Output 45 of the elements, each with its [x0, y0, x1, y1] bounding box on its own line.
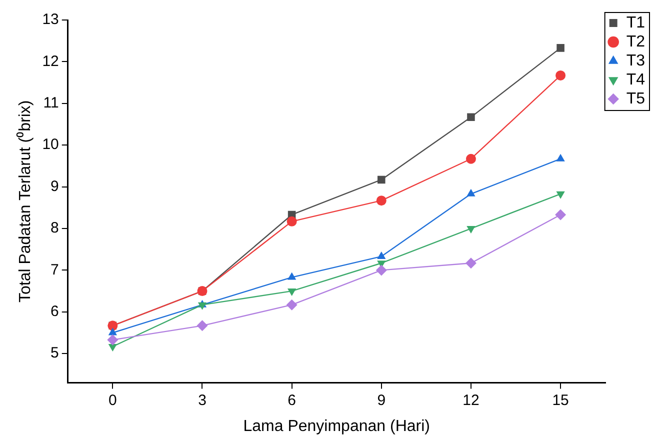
y-tick-label: 10 — [42, 136, 59, 154]
point — [467, 113, 475, 122]
x-tick-label: 9 — [377, 392, 386, 409]
x-axis-title: Lama Penyimpanan (Hari) — [243, 418, 430, 435]
point — [556, 191, 565, 199]
point — [555, 209, 566, 220]
point — [376, 264, 387, 276]
legend-label: T3 — [626, 52, 646, 70]
point — [196, 320, 208, 332]
point — [108, 344, 117, 352]
point — [287, 288, 296, 296]
legend-label: T4 — [626, 71, 646, 88]
y-tick-label: 7 — [50, 261, 59, 278]
point — [466, 226, 476, 234]
legend-label: T2 — [626, 33, 646, 50]
x-tick-label: 0 — [108, 392, 117, 409]
point — [376, 196, 386, 206]
y-tick-label: 9 — [50, 178, 59, 195]
point — [378, 176, 386, 184]
point — [466, 188, 476, 196]
point — [377, 251, 386, 259]
x-tick-label: 12 — [462, 392, 480, 409]
x-tick-label: 6 — [288, 392, 296, 409]
point — [287, 272, 296, 280]
y-axis-title: Total Padatan Terlarut (⁰brix) — [16, 100, 34, 303]
x-tick-label: 15 — [552, 392, 569, 409]
point — [107, 334, 118, 346]
point — [198, 302, 207, 310]
point — [556, 44, 564, 52]
y-tick-label: 12 — [42, 52, 59, 70]
legend-label: T5 — [626, 90, 646, 108]
legend-label: T1 — [626, 14, 646, 32]
y-tick-label: 6 — [50, 303, 59, 320]
point — [465, 258, 476, 269]
point — [108, 328, 117, 336]
point — [286, 216, 297, 226]
y-tick-label: 8 — [50, 220, 59, 237]
point — [556, 154, 565, 162]
point — [286, 299, 298, 310]
point — [556, 70, 566, 80]
y-tick-label: 11 — [43, 94, 59, 112]
y-tick-label: 13 — [42, 11, 59, 28]
point — [466, 154, 476, 164]
y-tick-label: 5 — [50, 344, 59, 362]
x-tick-label: 3 — [198, 392, 206, 409]
